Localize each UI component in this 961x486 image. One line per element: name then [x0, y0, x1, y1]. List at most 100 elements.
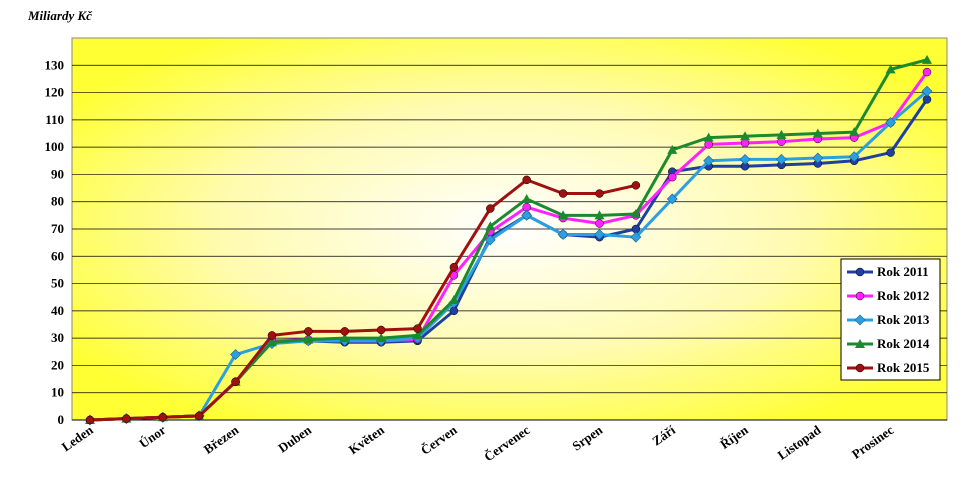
data-point: [668, 172, 677, 182]
data-point: [231, 377, 240, 387]
y-tick-label: 90: [51, 166, 64, 181]
legend-item: Rok 2015: [847, 360, 930, 375]
x-tick-label: Duben: [275, 422, 314, 456]
data-point: [595, 219, 604, 228]
data-point: [666, 193, 678, 205]
data-point: [885, 117, 897, 129]
series-lines: [84, 54, 933, 426]
legend-swatch-marker: [855, 363, 865, 373]
y-tick-label: 130: [45, 57, 65, 72]
legend-swatch-marker: [854, 314, 866, 326]
legend-label: Rok 2011: [877, 264, 929, 279]
series-line: [89, 90, 928, 422]
data-point: [812, 152, 824, 164]
x-tick-label: Únor: [136, 422, 168, 451]
data-point: [848, 151, 860, 163]
x-tick-label: Prosinec: [849, 422, 897, 462]
legend-item: Rok 2014: [847, 336, 930, 351]
data-point: [595, 189, 604, 198]
legend-item: Rok 2011: [847, 264, 929, 279]
x-tick-labels: Leden Únor Březen Duben Květen Červen Červenec…: [59, 422, 897, 465]
series-rok-2015: [85, 175, 641, 425]
data-point: [304, 327, 313, 336]
data-point: [376, 325, 386, 335]
data-point: [558, 210, 569, 220]
legend-label: Rok 2015: [877, 360, 930, 375]
data-point: [521, 193, 532, 203]
data-point: [739, 153, 751, 165]
data-point: [85, 415, 95, 425]
legend-label: Rok 2013: [877, 312, 930, 327]
data-point: [812, 128, 823, 138]
y-tick-label: 0: [58, 412, 65, 427]
data-point: [776, 153, 787, 165]
data-point: [376, 333, 387, 343]
x-tick-label: Říjen: [717, 422, 751, 452]
data-point: [194, 411, 204, 421]
data-point: [230, 349, 241, 360]
grid-lines: [72, 64, 947, 421]
data-point: [667, 144, 678, 154]
data-point: [485, 221, 496, 231]
x-tick-label: Listopad: [775, 422, 824, 463]
data-point: [630, 231, 642, 243]
x-tick-label: Březen: [201, 422, 242, 457]
data-point: [630, 208, 641, 218]
data-point: [886, 148, 895, 157]
data-point: [122, 414, 131, 423]
data-point: [448, 294, 459, 304]
y-tick-label: 80: [51, 194, 64, 209]
series-line: [89, 178, 637, 422]
data-point: [594, 229, 605, 240]
data-point: [631, 181, 641, 190]
y-tick-label: 20: [51, 357, 64, 372]
data-point: [777, 137, 786, 146]
data-point: [703, 155, 715, 167]
data-point: [704, 140, 713, 149]
data-point: [340, 327, 349, 336]
legend-swatch-marker: [855, 267, 865, 277]
data-point: [594, 210, 605, 220]
legend-item: Rok 2013: [847, 312, 930, 327]
x-tick-label: Srpen: [569, 422, 605, 454]
y-axis-label: Miliardy Kč: [27, 8, 93, 23]
data-point: [449, 262, 459, 272]
y-tick-label: 50: [51, 276, 64, 291]
x-tick-label: Červen: [418, 422, 460, 458]
data-point: [921, 85, 933, 97]
data-point: [849, 127, 860, 137]
x-tick-label: Červenec: [481, 422, 532, 464]
data-point: [266, 337, 277, 347]
y-tick-label: 40: [51, 303, 64, 318]
y-tick-label: 10: [51, 385, 64, 400]
data-point: [413, 324, 422, 333]
y-tick-label: 60: [51, 248, 64, 263]
data-point: [557, 229, 569, 240]
legend-label: Rok 2014: [877, 336, 930, 351]
data-point: [922, 54, 932, 64]
data-point: [740, 138, 750, 148]
legend-label: Rok 2012: [877, 288, 929, 303]
data-point: [412, 330, 423, 340]
legend-item: Rok 2012: [847, 288, 929, 303]
data-point: [558, 189, 568, 198]
data-point: [267, 331, 277, 340]
y-tick-label: 110: [45, 112, 64, 127]
y-tick-label: 30: [51, 330, 64, 345]
data-point: [885, 64, 896, 74]
data-point: [922, 67, 932, 77]
y-tick-label: 120: [45, 85, 65, 100]
data-point: [703, 132, 714, 142]
data-point: [740, 131, 751, 141]
data-point: [158, 413, 168, 422]
data-point: [522, 175, 531, 185]
data-point: [486, 204, 495, 213]
legend: Rok 2011 Rok 2012 Rok 2013 Rok 2014 Rok 2015: [840, 258, 941, 381]
legend-swatch-marker: [855, 339, 865, 348]
data-point: [303, 334, 314, 344]
y-tick-label: 100: [45, 139, 65, 154]
legend-swatch-marker: [855, 291, 865, 301]
y-tick-labels: 0 10 20 30 40 50 60 70 80 90 100 110 120 130: [45, 57, 65, 427]
data-point: [339, 333, 350, 343]
